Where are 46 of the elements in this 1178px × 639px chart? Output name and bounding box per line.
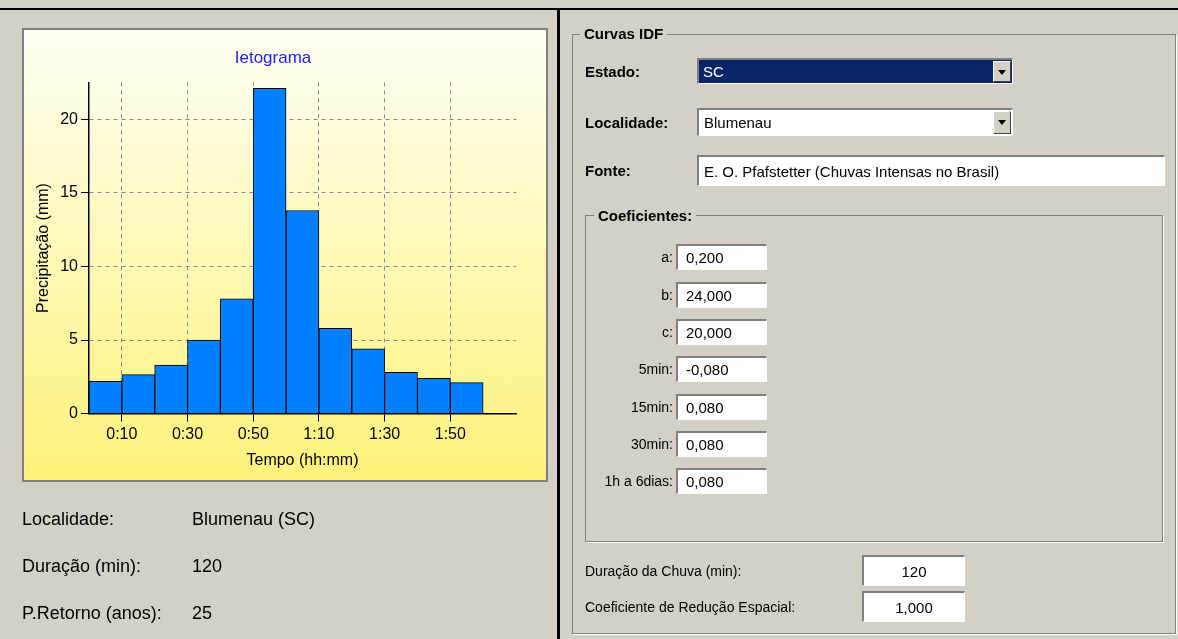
x-axis-title: Tempo (hh:mm) <box>246 450 359 468</box>
text: -0,080 <box>686 361 729 378</box>
text: P.Retorno (anos): <box>22 602 162 624</box>
x-tick-label: 1:10 <box>303 424 335 442</box>
x-tick-label: 1:30 <box>369 424 401 442</box>
text: Localidade: <box>585 113 669 131</box>
text: 0,200 <box>686 249 724 266</box>
x-tick-label: 0:50 <box>237 424 269 442</box>
y-axis-title: Precipitação (mm) <box>34 183 52 313</box>
text: 0,080 <box>686 473 724 490</box>
text: Duração (min): <box>22 555 142 577</box>
y-tick-label: 0 <box>69 404 79 422</box>
text: E. O. Pfafstetter (Chuvas Intensas no Brasil) <box>704 162 1000 180</box>
text: b: <box>661 287 673 303</box>
text: c: <box>662 324 673 340</box>
text: 24,000 <box>686 287 732 304</box>
y-tick-label: 15 <box>60 183 79 201</box>
text: SC <box>702 63 725 80</box>
text: Curvas IDF <box>584 24 664 42</box>
chart-title: Ietograma <box>234 47 312 67</box>
text: 120 <box>192 555 223 577</box>
text: a: <box>661 249 673 265</box>
text: Estado: <box>585 62 641 80</box>
y-tick-label: 5 <box>69 330 79 348</box>
text: 1,000 <box>895 598 933 616</box>
text: 30min: <box>630 436 673 452</box>
x-tick-label: 0:30 <box>171 424 204 442</box>
text: 5min: <box>638 361 673 377</box>
text: 15min: <box>630 399 673 415</box>
text: 0,080 <box>686 436 724 453</box>
text: 1h a 6dias: <box>604 473 673 489</box>
x-tick-label: 1:50 <box>434 424 466 442</box>
source-note: Fonte: <box>585 162 631 179</box>
text: Coeficientes: <box>598 206 693 224</box>
text: Coeficiente de Redução Espacial: <box>585 598 796 615</box>
text: Blumenau (SC) <box>192 508 316 530</box>
text: 120 <box>901 562 927 580</box>
text: Localidade: <box>22 508 115 530</box>
text: Blumenau <box>704 114 772 131</box>
text: Duração da Chuva (min): <box>585 562 742 579</box>
text: 0,080 <box>686 399 724 416</box>
y-tick-label: 10 <box>60 256 79 274</box>
x-tick-label: 0:10 <box>106 424 138 442</box>
y-tick-label: 20 <box>60 109 79 127</box>
text: 20,000 <box>686 324 732 341</box>
text: 25 <box>192 602 213 624</box>
